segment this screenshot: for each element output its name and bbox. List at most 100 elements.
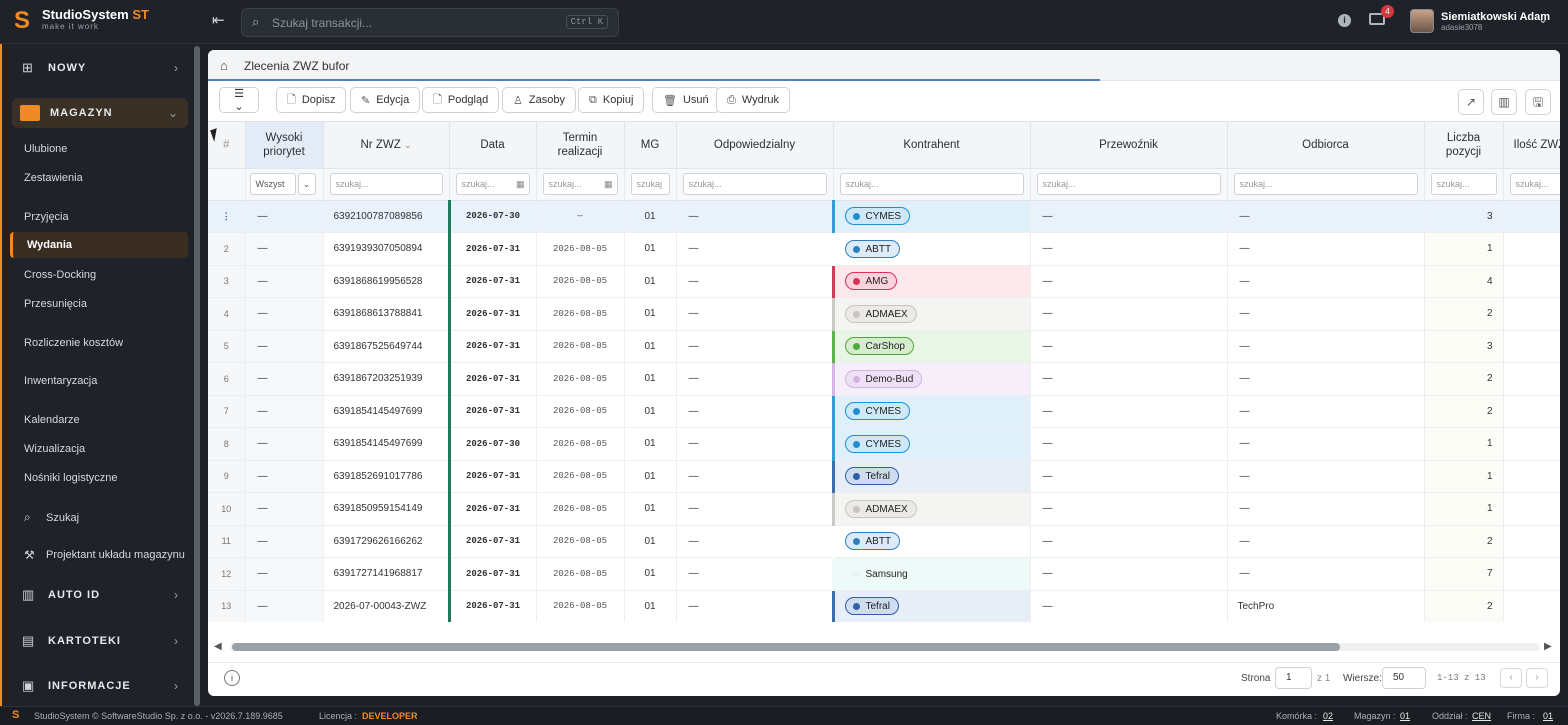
kontrahent-chip[interactable]: ABTT (844, 239, 901, 258)
app-logo[interactable]: S StudioSystem ST make it work (14, 8, 149, 34)
table-row[interactable]: 6—6391867203251939 2026-07-31 2026-08-05 01… (208, 362, 1560, 396)
magazyn-value[interactable]: 01 (1400, 711, 1411, 721)
komorka-value[interactable]: 02 (1323, 711, 1334, 721)
columns-icon[interactable]: ▥ (1491, 89, 1517, 115)
sidebar-item-szukaj[interactable]: ⌕ Szukaj (24, 510, 79, 525)
liczba-filter-input[interactable]: szukaj... (1430, 173, 1497, 195)
prev-page-icon[interactable]: ‹ (1500, 668, 1522, 688)
odbiorca-filter-input[interactable]: szukaj... (1233, 173, 1418, 195)
sidebar-item-przesuniecia[interactable]: Przesunięcia (24, 298, 87, 310)
search-input[interactable] (272, 14, 562, 32)
col-header-termin[interactable]: Termin realizacji (536, 122, 625, 169)
chevron-down-icon[interactable]: ⌄ (297, 173, 316, 195)
sidebar-section-nowy[interactable]: ⊞ NOWY › (12, 53, 188, 83)
termin-filter-input[interactable]: szukaj... ▦ (542, 173, 618, 195)
chevron-down-icon[interactable]: ⌄ (1538, 12, 1549, 26)
odp-filter-input[interactable]: szukaj... (682, 173, 827, 195)
sidebar-item-przyjecia[interactable]: Przyjęcia (24, 211, 69, 223)
przewoznik-filter-input[interactable]: szukaj... (1036, 173, 1221, 195)
sidebar-section-auto-id[interactable]: ▥ AUTO ID › (12, 580, 188, 610)
save-icon[interactable]: 🖫 (1525, 89, 1551, 115)
kontrahent-chip[interactable]: Tefral (844, 467, 899, 486)
table-row[interactable]: ⋮ —6392100787089856 2026-07-30—01— CYMES — —3 (208, 200, 1560, 233)
kontrahent-chip[interactable]: CYMES (844, 207, 911, 226)
sidebar-scrollbar[interactable] (194, 46, 200, 706)
kontrahent-chip[interactable]: AMG (844, 272, 898, 291)
ilosc-filter-input[interactable]: szukaj... (1509, 173, 1560, 195)
col-header-row-number[interactable]: # (208, 122, 246, 169)
collapse-sidebar-icon[interactable]: ⇤ (212, 12, 225, 29)
kontrahent-chip[interactable]: CarShop (844, 337, 914, 356)
kontrahent-chip[interactable]: ABTT (844, 532, 901, 551)
col-header-priority[interactable]: Wysoki priorytet (245, 122, 324, 169)
page-input[interactable]: 1 (1275, 667, 1312, 689)
sidebar-section-magazyn[interactable]: MAGAZYN ⌄ (12, 98, 188, 128)
user-name[interactable]: Siemiatkowski Adam (1441, 11, 1551, 23)
table-row[interactable]: 11—6391729626166262 2026-07-31 2026-08-05 0… (208, 525, 1560, 558)
mg-filter-input[interactable]: szukaj (630, 173, 670, 195)
table-row[interactable]: 9—6391852691017786 2026-07-31 2026-08-05 01… (208, 460, 1560, 493)
kopiuj-button[interactable]: ⧉ Kopiuj (578, 87, 645, 113)
mail-icon[interactable] (1369, 13, 1385, 25)
col-header-ilosc-zwz[interactable]: Ilość ZWZ (1503, 122, 1560, 169)
menu-button[interactable]: ☰ ⌄ (219, 87, 259, 113)
sidebar-item-wizualizacja[interactable]: Wizualizacja (24, 443, 86, 455)
horizontal-scrollbar[interactable]: ◀ ▶ (208, 640, 1560, 654)
sidebar-section-informacje[interactable]: ▣ INFORMACJE › (12, 671, 188, 701)
table-row[interactable]: 4—6391868613788841 2026-07-31 2026-08-05 01… (208, 297, 1560, 331)
table-row[interactable]: 2—6391939307050894 2026-07-31 2026-08-05 01… (208, 232, 1560, 266)
table-row[interactable]: 3—6391868619956528 2026-07-31 2026-08-05 01… (208, 265, 1560, 298)
kontrahent-filter-input[interactable]: szukaj... (839, 173, 1024, 195)
sidebar-section-kartoteki[interactable]: ▤ KARTOTEKI › (12, 626, 188, 656)
sidebar-item-cross-docking[interactable]: Cross-Docking (24, 269, 97, 281)
scroll-thumb[interactable] (232, 643, 1340, 651)
col-header-odbiorca[interactable]: Odbiorca (1227, 122, 1425, 169)
kontrahent-chip[interactable]: Demo-Bud (844, 369, 923, 388)
kontrahent-chip[interactable]: CYMES (844, 402, 911, 421)
kontrahent-chip[interactable]: ADMAEX (844, 499, 917, 518)
scroll-left-icon[interactable]: ◀ (214, 641, 222, 652)
podglad-button[interactable]: 🗋 Podgląd (422, 87, 500, 113)
kontrahent-chip[interactable]: CYMES (844, 434, 911, 453)
table-row[interactable]: 12—6391727141968817 2026-07-31 2026-08-05 0… (208, 557, 1560, 591)
col-header-data[interactable]: Data (449, 122, 537, 169)
trend-icon[interactable]: ↗ (1458, 89, 1484, 115)
calendar-icon[interactable]: ▦ (515, 179, 525, 189)
rows-per-page-input[interactable]: 50 (1382, 667, 1426, 689)
col-header-mg[interactable]: MG (624, 122, 677, 169)
wydruk-button[interactable]: ⎙ Wydruk (716, 87, 790, 113)
search-box[interactable]: ⌕ Ctrl K (241, 8, 619, 37)
sidebar-item-inwentaryzacja[interactable]: Inwentaryzacja (24, 375, 98, 387)
kontrahent-chip[interactable]: Tefral (844, 597, 899, 616)
calendar-icon[interactable]: ▦ (603, 179, 613, 189)
col-header-kontrahent[interactable]: Kontrahent (833, 122, 1031, 169)
priority-filter-select[interactable]: Wszyst (249, 173, 296, 195)
kontrahent-chip[interactable]: Samsung (844, 564, 917, 583)
sidebar-item-rozliczenie-kosztow[interactable]: Rozliczenie kosztów (24, 337, 124, 349)
sidebar-item-wydania[interactable]: Wydania (10, 232, 188, 258)
info-icon[interactable]: i (224, 670, 240, 686)
scroll-right-icon[interactable]: ▶ (1544, 641, 1552, 652)
home-icon[interactable]: ⌂ (220, 58, 228, 73)
sidebar-item-kalendarze[interactable]: Kalendarze (24, 414, 80, 426)
sidebar-item-zestawienia[interactable]: Zestawienia (24, 172, 83, 184)
table-row[interactable]: 10—6391850959154149 2026-07-31 2026-08-05 0… (208, 492, 1560, 526)
dopisz-button[interactable]: 🗋 Dopisz (276, 87, 347, 113)
data-filter-input[interactable]: szukaj... ▦ (455, 173, 530, 195)
oddzial-value[interactable]: CEN (1472, 711, 1492, 721)
table-row[interactable]: 13—2026-07-00043-ZWZ 2026-07-31 2026-08-05… (208, 590, 1560, 622)
info-icon[interactable]: i (1338, 14, 1351, 27)
usun-button[interactable]: 🗑 Usuń (652, 87, 720, 113)
col-header-przewoznik[interactable]: Przewoźnik (1030, 122, 1228, 169)
col-header-nr-zwz[interactable]: Nr ZWZ ⌄ (323, 122, 450, 169)
sidebar-item-nosniki-logistyczne[interactable]: Nośniki logistyczne (24, 472, 118, 484)
table-row[interactable]: 8—6391854145497699 2026-07-30 2026-08-05 01… (208, 427, 1560, 461)
avatar[interactable] (1410, 9, 1434, 33)
nr-filter-input[interactable]: szukaj... (329, 173, 443, 195)
kontrahent-chip[interactable]: ADMAEX (844, 304, 917, 323)
next-page-icon[interactable]: › (1526, 668, 1548, 688)
sidebar-item-ulubione[interactable]: Ulubione (24, 143, 68, 155)
firma-value[interactable]: 01 (1543, 711, 1554, 721)
table-row[interactable]: 5—6391867525649744 2026-07-31 2026-08-05 01… (208, 330, 1560, 363)
sidebar-item-projektant[interactable]: ⚒ Projektant układu magazynu (24, 548, 185, 562)
